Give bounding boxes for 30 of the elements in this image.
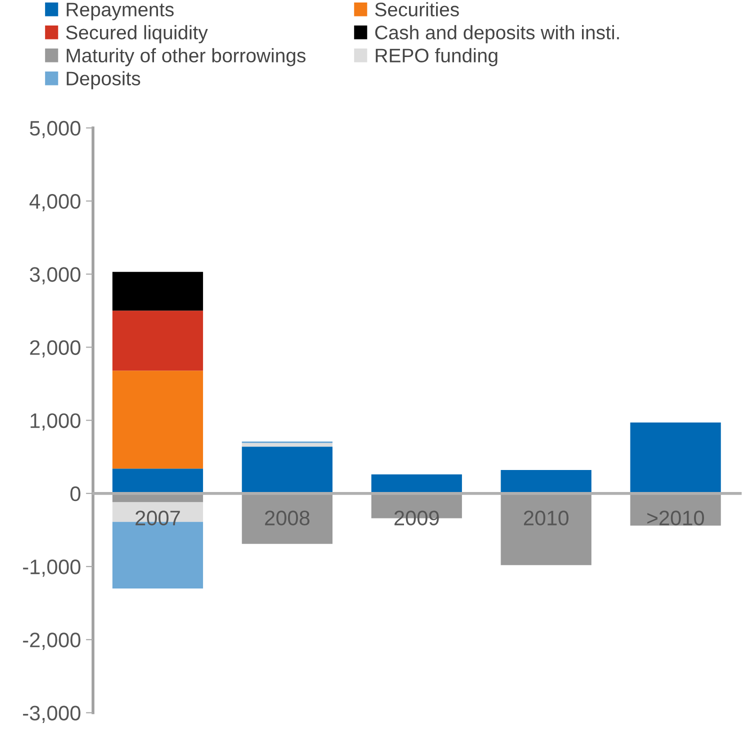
y-tick-label: -2,000 [23, 632, 80, 650]
bar [242, 442, 332, 447]
y-tick-label: 0 [70, 486, 80, 502]
bar [242, 493, 332, 544]
legend-label: Cash and deposits with insti. [375, 25, 619, 44]
x-tick-label: >2010 [647, 510, 704, 526]
bar [112, 468, 204, 494]
bar [112, 310, 204, 371]
bar [500, 470, 592, 494]
y-tick-label: 4,000 [30, 194, 80, 212]
bar [242, 446, 332, 494]
legend-label: Securities [375, 2, 459, 16]
legend-label: Maturity of other borrowings [66, 48, 306, 66]
legend-label: Repayments [66, 2, 174, 20]
y-tick-label: 3,000 [30, 267, 80, 284]
y-tick-label: -1,000 [23, 560, 80, 577]
y-tick-label: 5,000 [30, 120, 80, 138]
legend-label: Deposits [66, 71, 140, 90]
y-tick-label: 1,000 [30, 413, 80, 431]
x-tick-label: 2010 [524, 510, 568, 526]
x-tick-label: 2008 [265, 510, 310, 526]
bar [112, 272, 204, 311]
legend-label: Secured liquidity [66, 25, 208, 44]
bar [500, 493, 592, 566]
legend-label: REPO funding [376, 48, 498, 66]
y-tick-label: 2,000 [30, 340, 80, 358]
bar [630, 422, 721, 494]
y-tick-label: -3,000 [23, 706, 80, 723]
bar [371, 474, 462, 494]
bar [112, 370, 204, 469]
